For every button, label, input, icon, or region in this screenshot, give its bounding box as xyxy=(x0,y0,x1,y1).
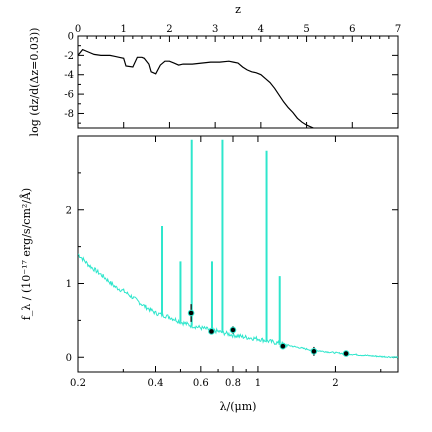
bottom-ylabel: f_λ / (10⁻¹⁷ erg/s/cm²/Å) xyxy=(19,188,33,320)
bottom-panel: 0.2 0.4 0.6 0.8 1 2 λ/(μm) 0 1 2 f_λ / (10⁻¹⁷ erg/… xyxy=(19,135,399,413)
bottom-xtick-label: 0.8 xyxy=(225,378,241,389)
top-ytick-label: -8 xyxy=(64,109,74,120)
top-ytick-label: -6 xyxy=(64,90,74,101)
top-ylabel: log (dz/d(Δz=0.03)) xyxy=(28,28,41,137)
top-xtick-label: 4 xyxy=(258,24,264,35)
top-panel: 0 1 2 3 4 5 6 7 z 0 -2 -4 -6 -8 log (dz/d(Δz=0.03)) xyxy=(28,3,401,136)
top-xtick-label: 1 xyxy=(121,24,127,35)
bottom-ytick-label: 2 xyxy=(66,205,72,216)
top-xlabel: z xyxy=(235,3,241,16)
photometry-point xyxy=(279,342,287,350)
photometry-point xyxy=(310,348,318,355)
bottom-xtick-label: 2 xyxy=(332,378,338,389)
bottom-ytick-label: 1 xyxy=(66,279,72,290)
bottom-xtick-label: 1 xyxy=(255,378,261,389)
bottom-xtick-label: 0.6 xyxy=(193,378,209,389)
top-xtick-label: 2 xyxy=(166,24,172,35)
bottom-xlabel: λ/(μm) xyxy=(220,400,257,413)
top-xtick-label: 6 xyxy=(349,24,355,35)
top-series-line xyxy=(78,48,315,128)
spectrum-continuum xyxy=(78,253,398,359)
top-plot-frame xyxy=(77,35,399,129)
top-xtick-label: 5 xyxy=(303,24,309,35)
top-xtick-label: 3 xyxy=(212,24,218,35)
bottom-ytick-label: 0 xyxy=(66,353,72,364)
top-xtick-label: 0 xyxy=(75,24,81,35)
photometry-point xyxy=(342,350,350,357)
bottom-xtick-label: 0.4 xyxy=(148,378,164,389)
top-ytick-label: -2 xyxy=(64,51,74,62)
top-xtick-label: 7 xyxy=(395,24,401,35)
bottom-xtick-label: 0.2 xyxy=(70,378,86,389)
top-ytick-label: -4 xyxy=(64,70,74,81)
photometry-point xyxy=(187,309,195,317)
top-ytick-label: 0 xyxy=(68,32,74,43)
photometry-point xyxy=(229,326,237,334)
photometry-point xyxy=(208,328,215,335)
